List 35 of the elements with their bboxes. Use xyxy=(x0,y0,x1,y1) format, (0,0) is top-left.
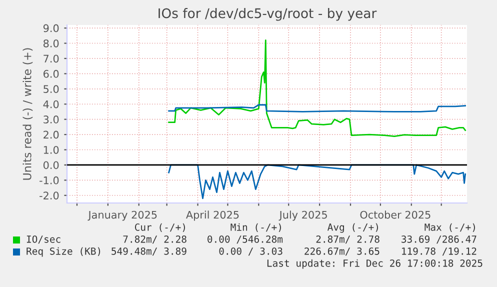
text: Avg (-/+) xyxy=(328,223,378,233)
y-tick-label: 9.0 xyxy=(43,24,59,32)
y-tick-label: 5.0 xyxy=(44,85,59,94)
text: Max (-/+) xyxy=(424,223,475,232)
text: Cur (-/+) xyxy=(134,223,185,232)
y-tick-label: 2.0 xyxy=(44,130,59,139)
chart-title: IOs for /dev/dc5-vg/root - by year xyxy=(158,8,377,21)
text: 119.78 /19.12 xyxy=(402,247,476,256)
y-tick-label: 4.0 xyxy=(43,100,59,108)
text: 0.00 / 3.03 xyxy=(219,247,282,256)
text: 226.67m/ 3.65 xyxy=(304,247,380,256)
legend-label: IO/sec xyxy=(26,235,60,244)
y-axis-title: Units read (-) / write (+) xyxy=(22,48,33,180)
y-tick-label: 6.0 xyxy=(44,70,59,78)
text: Min (-/+) xyxy=(230,223,281,232)
y-tick-label: -1.0 xyxy=(40,176,59,184)
text: 33.69 /286.47 xyxy=(402,235,476,244)
x-tick-label: April 2025 xyxy=(186,210,239,221)
y-tick-label: 3.0 xyxy=(44,116,59,124)
text: 7.82m/ 2.28 xyxy=(123,235,186,244)
line-series xyxy=(168,104,466,112)
x-tick-label: July 2025 xyxy=(278,210,327,221)
text: 2.87m/ 2.78 xyxy=(316,235,380,244)
y-tick-label: 7.0 xyxy=(44,54,59,63)
x-tick-label: October 2025 xyxy=(360,210,430,219)
text: 549.48m/ 3.89 xyxy=(112,247,186,256)
legend-label: Req Size (KB) xyxy=(26,247,100,257)
y-tick-label: -2.0 xyxy=(40,192,59,200)
line-series xyxy=(168,40,466,138)
text: 0.00 /546.28m xyxy=(208,235,283,244)
y-tick-label: 8.0 xyxy=(44,39,59,48)
y-tick-label: 1.0 xyxy=(44,146,59,154)
y-tick-label: 0.0 xyxy=(43,161,59,170)
text: Last update: Fri Dec 26 17:00:18 2025 xyxy=(267,259,482,269)
x-tick-label: January 2025 xyxy=(88,210,157,221)
